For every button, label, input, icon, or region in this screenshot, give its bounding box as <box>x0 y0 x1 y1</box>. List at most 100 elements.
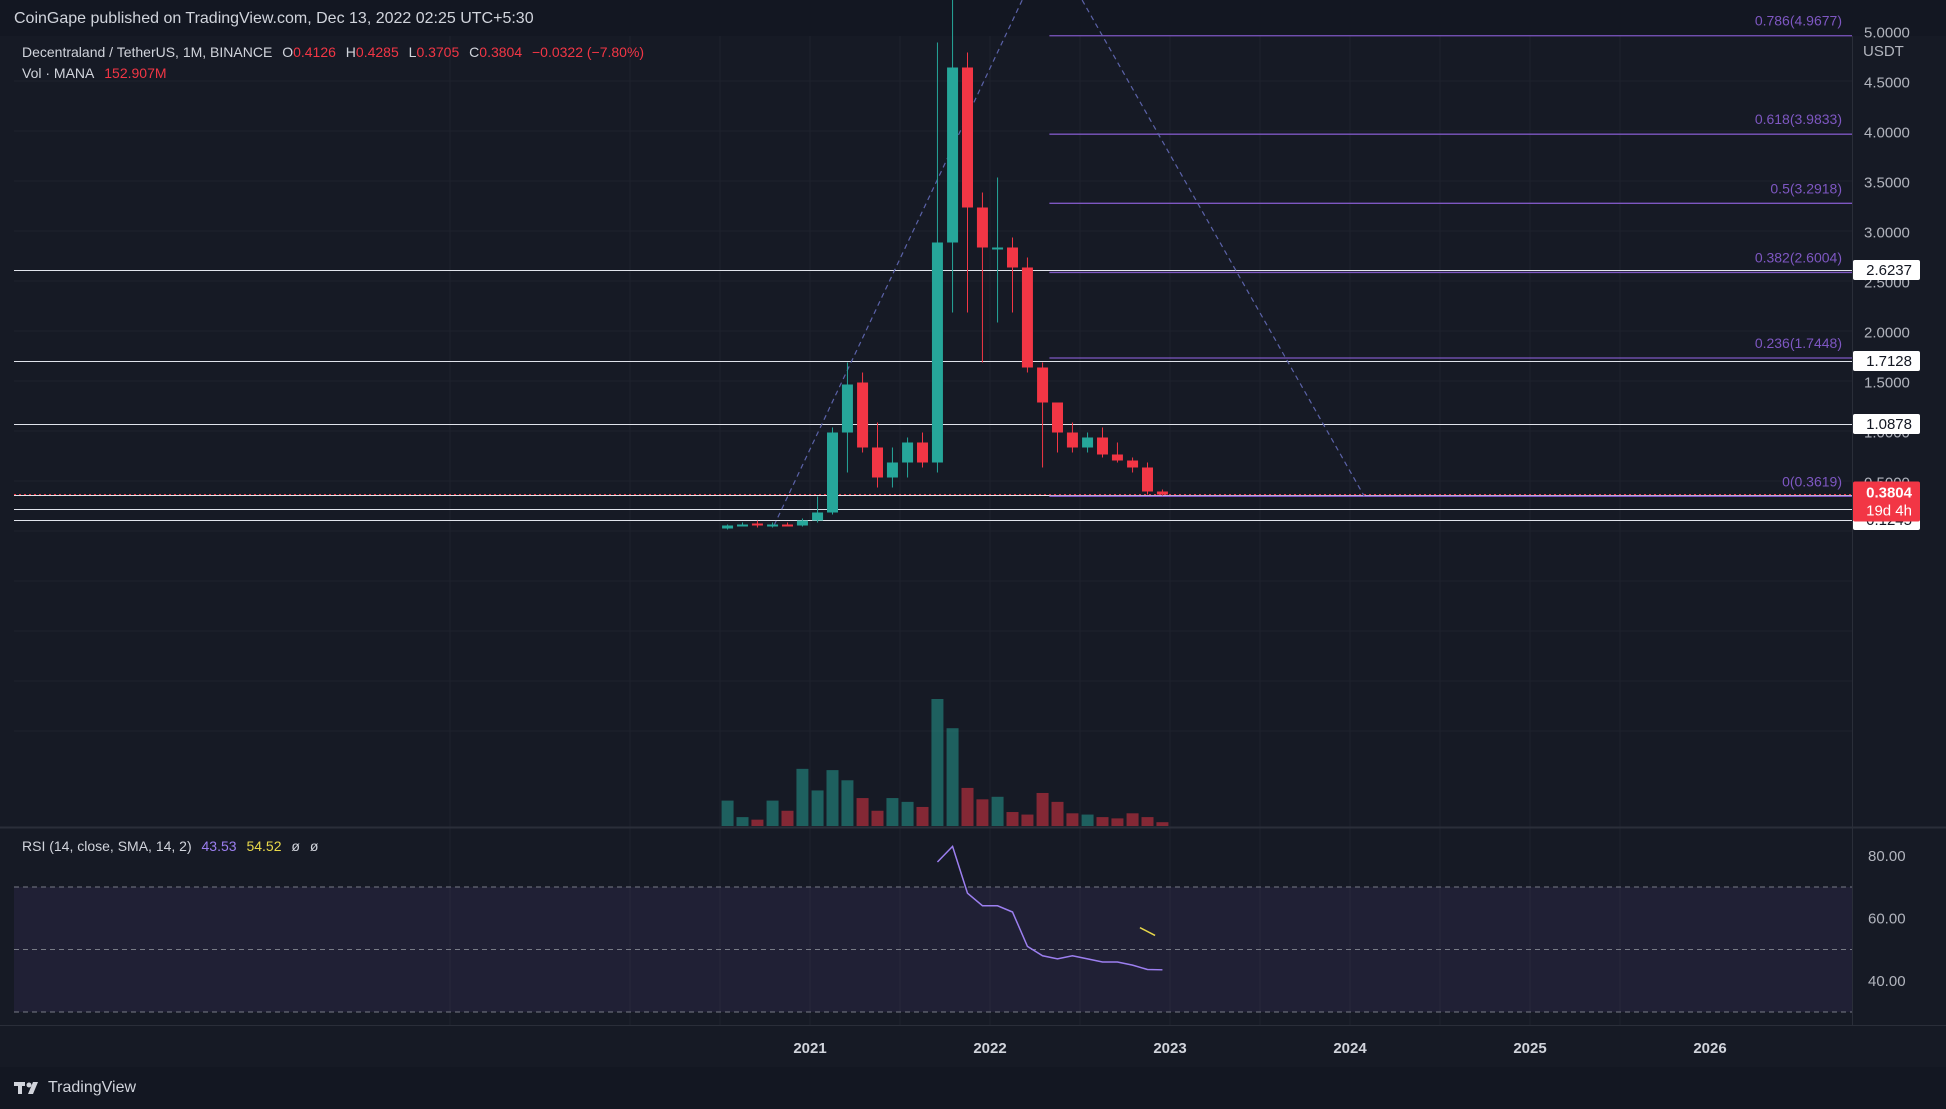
candle-body <box>857 382 869 448</box>
volume-bar <box>1126 813 1139 826</box>
candle-body <box>1156 491 1168 495</box>
tradingview-label: TradingView <box>48 1079 137 1096</box>
time-tick-label: 2023 <box>1153 1040 1186 1057</box>
time-tick-label: 2021 <box>793 1040 826 1057</box>
candle-body <box>767 524 779 527</box>
volume-bar <box>901 801 914 826</box>
candle-body <box>1037 367 1049 403</box>
volume-bar <box>1036 792 1049 826</box>
level-price-tag <box>1853 260 1920 280</box>
countdown-label: 19d 4h <box>1866 502 1912 519</box>
price-tick-label: 1.5000 <box>1864 375 1910 392</box>
volume-bar <box>856 798 869 826</box>
volume-label: Vol · MANA <box>22 65 95 81</box>
time-tick-label: 2026 <box>1693 1040 1726 1057</box>
rsi-legend: RSI (14, close, SMA, 14, 2) 43.53 54.52 … <box>22 838 324 854</box>
candle-body <box>1142 467 1153 492</box>
volume-bar <box>1156 822 1169 826</box>
candle-body <box>1052 402 1063 433</box>
volume-bar <box>811 790 824 826</box>
last-price-tag-label: 0.3804 <box>1866 484 1913 501</box>
price-tick-label: 4.5000 <box>1864 75 1910 92</box>
volume-bar <box>931 699 944 826</box>
level-price-tag-label: 2.6237 <box>1866 262 1912 279</box>
volume-bar <box>886 798 899 826</box>
last-price-tag <box>1853 481 1920 522</box>
volume-legend: Vol · MANA 152.907M <box>22 65 173 81</box>
candle-body <box>917 442 928 463</box>
candle-body <box>931 242 943 463</box>
rsi-line <box>936 844 1163 971</box>
rsi-label: RSI (14, close, SMA, 14, 2) <box>22 838 192 854</box>
candle-body <box>992 247 1004 250</box>
rsi-empty-2: ø <box>309 838 319 854</box>
candle-body <box>1021 267 1033 368</box>
rsi-sma-line <box>1139 926 1156 937</box>
volume-bar <box>916 806 929 826</box>
candle-body <box>782 524 793 527</box>
candle-body <box>1082 437 1094 448</box>
candle-body <box>751 523 763 526</box>
rsi-value: 43.53 <box>201 838 237 854</box>
volume-bar <box>991 796 1004 826</box>
volume-bar <box>1081 814 1094 826</box>
volume-bar <box>1141 817 1154 826</box>
fib-level-label: 0.786(4.9677) <box>1755 13 1842 29</box>
rsi-sma-value: 54.52 <box>246 838 282 854</box>
candle-body <box>1127 460 1139 468</box>
ohlc-low: L0.3705 <box>408 44 460 60</box>
time-tick-label: 2024 <box>1333 1040 1367 1057</box>
volume-bar <box>1096 817 1109 826</box>
volume-bar <box>1111 818 1124 826</box>
candle-body <box>976 207 988 248</box>
volume-bar <box>1021 814 1034 826</box>
volume-bar <box>946 728 959 826</box>
candle-body <box>841 384 853 433</box>
fib-level-label: 0.236(1.7448) <box>1755 335 1842 351</box>
publisher-header: CoinGape published on TradingView.com, D… <box>0 0 1946 36</box>
candle-body <box>737 524 748 527</box>
volume-bar <box>841 780 854 826</box>
candle-body <box>1111 454 1123 461</box>
volume-bar <box>766 800 779 826</box>
currency-label: USDT <box>1863 43 1904 60</box>
footer-bar <box>0 1067 1946 1109</box>
time-tick-label: 2025 <box>1513 1040 1546 1057</box>
volume-bar <box>736 817 749 826</box>
tradingview-logo[interactable]: TradingView <box>14 1079 136 1097</box>
rsi-tick-label: 60.00 <box>1868 910 1906 927</box>
rsi-tick-label: 40.00 <box>1868 973 1906 990</box>
fib-level-label: 0.5(3.2918) <box>1770 180 1842 196</box>
ohlc-close: C0.3804 <box>469 44 523 60</box>
volume-bar <box>1006 812 1019 826</box>
candle-body <box>722 525 734 529</box>
publisher-text: CoinGape published on TradingView.com, D… <box>14 10 534 27</box>
level-price-tag <box>1853 414 1920 434</box>
time-tick-label: 2022 <box>973 1040 1006 1057</box>
candle-body <box>947 67 959 243</box>
candle-body <box>902 442 914 463</box>
candle-body <box>1097 437 1108 455</box>
price-change: −0.0322 (−7.80%) <box>532 44 645 60</box>
price-tick-label: 4.0000 <box>1864 125 1910 142</box>
level-price-tag-label: 1.0878 <box>1866 416 1912 433</box>
price-tick-label: 5.0000 <box>1864 25 1910 42</box>
fib-level-label: 0.382(2.6004) <box>1755 249 1842 265</box>
price-tick-label: 3.0000 <box>1864 225 1910 242</box>
rsi-tick-label: 80.00 <box>1868 848 1906 865</box>
rsi-empty-1: ø <box>291 838 300 854</box>
volume-bar <box>796 768 809 826</box>
tradingview-icon <box>14 1082 38 1094</box>
volume-value: 152.907M <box>104 65 167 81</box>
symbol-title: Decentraland / TetherUS, 1M, BINANCE <box>22 44 273 60</box>
candle-body <box>1066 432 1078 448</box>
candle-body <box>1007 247 1018 268</box>
candle-body <box>872 447 883 478</box>
candle-body <box>886 462 898 478</box>
volume-bar <box>721 800 734 826</box>
level-price-tag <box>1853 351 1920 371</box>
level-price-tag-label: 1.7128 <box>1866 353 1912 370</box>
volume-bar <box>751 819 764 826</box>
volume-bar <box>826 770 839 826</box>
